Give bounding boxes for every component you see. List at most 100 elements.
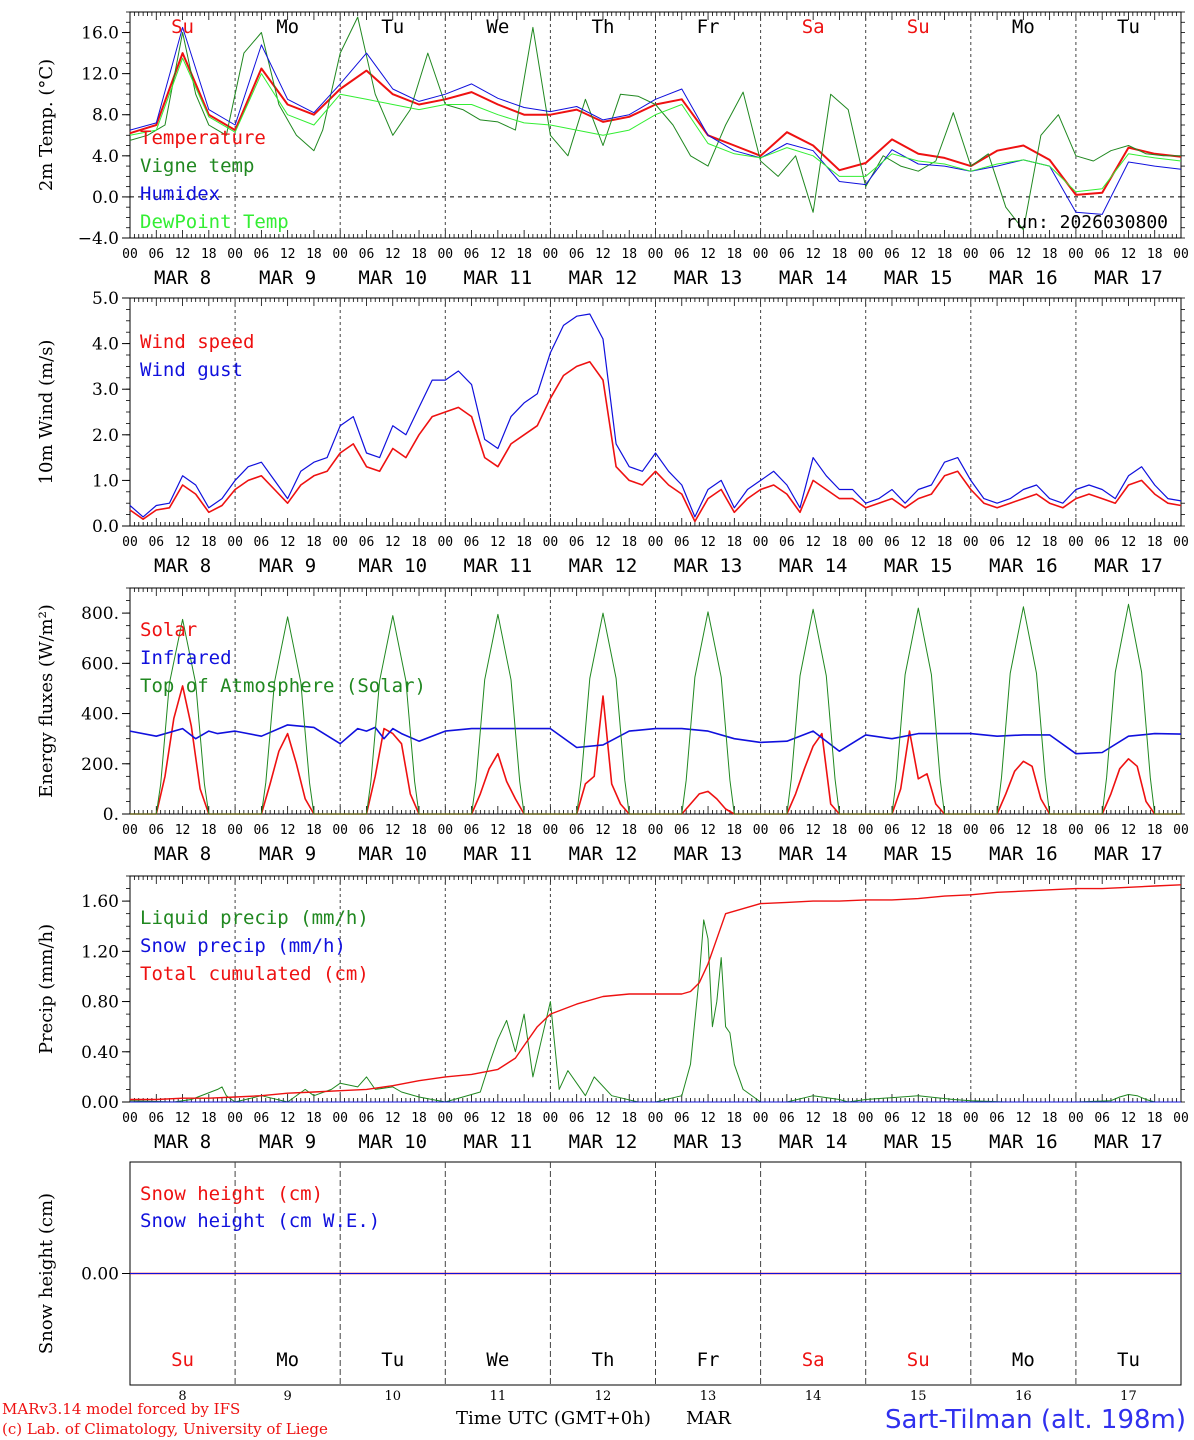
date-label: MAR 14 <box>779 555 848 577</box>
hour-tick-label: 00 <box>753 535 769 550</box>
day-number: 16 <box>1015 1389 1032 1404</box>
hour-tick-label: 00 <box>437 247 453 262</box>
hour-tick-label: 06 <box>1094 247 1110 262</box>
series-line-liquid-precip-mm-h- <box>129 919 1181 1103</box>
date-label: MAR 17 <box>1094 555 1163 577</box>
hour-tick-label: 06 <box>779 247 795 262</box>
hour-tick-label: 00 <box>227 535 243 550</box>
hour-tick-label: 12 <box>595 247 611 262</box>
hour-tick-label: 00 <box>858 247 874 262</box>
hour-tick-label: 12 <box>385 823 401 838</box>
weekday-label: Th <box>592 1349 615 1371</box>
legend-entry: Infrared <box>140 647 232 669</box>
day-number: 14 <box>805 1389 822 1404</box>
hour-tick-label: 18 <box>1147 1111 1163 1126</box>
hour-tick-label: 12 <box>490 535 506 550</box>
hour-tick-label: 00 <box>543 535 559 550</box>
hour-tick-label: 00 <box>543 823 559 838</box>
hour-tick-label: 12 <box>490 247 506 262</box>
hour-tick-label: 06 <box>464 823 480 838</box>
series-line-total-cumulated-cm- <box>130 884 1182 1101</box>
y-tick-label: 16.0 <box>81 24 119 44</box>
date-label: MAR 16 <box>989 267 1058 289</box>
hour-tick-label: 12 <box>280 535 296 550</box>
hour-tick-label: 06 <box>674 1111 690 1126</box>
date-label: MAR 8 <box>154 843 211 865</box>
hour-tick-label: 00 <box>1173 535 1189 550</box>
date-label: MAR 8 <box>154 555 211 577</box>
hour-tick-label: 18 <box>621 247 637 262</box>
date-label: MAR 12 <box>569 555 638 577</box>
day-number: 13 <box>700 1389 717 1404</box>
hour-tick-label: 00 <box>753 823 769 838</box>
month-label: MAR <box>686 1408 731 1429</box>
day-number: 15 <box>910 1389 927 1404</box>
hour-tick-label: 12 <box>595 823 611 838</box>
y-axis-label: Precip (mm/h) <box>36 924 57 1054</box>
legend-entry: Snow height (cm W.E.) <box>140 1210 380 1232</box>
date-label: MAR 14 <box>779 267 848 289</box>
hour-tick-label: 00 <box>648 535 664 550</box>
weekday-label: Mo <box>1012 16 1035 38</box>
station-label: Sart-Tilman (alt. 198m) <box>885 1405 1186 1435</box>
date-label: MAR 17 <box>1094 267 1163 289</box>
weekday-label: Su <box>171 16 194 38</box>
hour-tick-label: 12 <box>700 535 716 550</box>
date-label: MAR 17 <box>1094 1131 1163 1153</box>
y-tick-label: −4.0 <box>78 229 119 249</box>
y-tick-label: 5.0 <box>92 289 119 309</box>
hour-tick-label: 00 <box>1173 823 1189 838</box>
panel-snow: 0.00 Snow height (cm) Snow height (cm) Snow… <box>36 1161 1182 1404</box>
hour-tick-label: 00 <box>437 823 453 838</box>
legend-entry: Liquid precip (mm/h) <box>140 907 369 929</box>
hour-tick-label: 18 <box>201 247 217 262</box>
hour-tick-label: 12 <box>595 535 611 550</box>
hour-tick-label: 18 <box>201 1111 217 1126</box>
hour-tick-label: 06 <box>254 535 270 550</box>
hour-tick-label: 00 <box>122 823 138 838</box>
hour-tick-label: 12 <box>175 1111 191 1126</box>
hour-tick-label: 06 <box>148 247 164 262</box>
y-tick-label: 600. <box>81 654 119 674</box>
hour-tick-label: 12 <box>1016 1111 1032 1126</box>
hour-tick-label: 06 <box>359 535 375 550</box>
weekday-label: Sa <box>802 1349 825 1371</box>
hour-tick-label: 00 <box>437 535 453 550</box>
hour-tick-label: 18 <box>411 1111 427 1126</box>
hour-tick-label: 12 <box>910 823 926 838</box>
date-label: MAR 12 <box>569 1131 638 1153</box>
hour-tick-label: 18 <box>306 535 322 550</box>
hour-tick-label: 18 <box>1042 247 1058 262</box>
hour-tick-label: 12 <box>910 247 926 262</box>
hour-tick-label: 18 <box>411 823 427 838</box>
y-tick-label: 0.40 <box>81 1043 119 1063</box>
hour-tick-label: 06 <box>254 247 270 262</box>
hour-tick-label: 06 <box>674 823 690 838</box>
y-tick-label: 0.00 <box>81 1093 119 1113</box>
hour-tick-label: 00 <box>963 823 979 838</box>
hour-tick-label: 06 <box>148 535 164 550</box>
hour-tick-label: 12 <box>805 535 821 550</box>
hour-tick-label: 18 <box>937 535 953 550</box>
weekday-label: Su <box>171 1349 194 1371</box>
date-label: MAR 12 <box>569 267 638 289</box>
panel-wind: 5.0 4.0 3.0 2.0 1.0 0.0 10m Wind (m/s) Wind spe… <box>36 289 1189 577</box>
hour-tick-label: 18 <box>621 1111 637 1126</box>
hour-tick-label: 18 <box>937 823 953 838</box>
hour-tick-label: 00 <box>753 1111 769 1126</box>
weekday-label: Mo <box>1012 1349 1035 1371</box>
hour-tick-label: 06 <box>464 247 480 262</box>
y-tick-label: 1.60 <box>81 892 119 912</box>
hour-tick-label: 12 <box>910 1111 926 1126</box>
hour-tick-label: 06 <box>779 535 795 550</box>
hour-tick-label: 18 <box>201 823 217 838</box>
weekday-label: Mo <box>276 16 299 38</box>
series-line-top-of-atmosphere-solar- <box>130 603 1181 815</box>
hour-tick-label: 12 <box>175 247 191 262</box>
hour-tick-label: 06 <box>884 535 900 550</box>
hour-tick-label: 12 <box>280 247 296 262</box>
hour-tick-label: 06 <box>1094 823 1110 838</box>
panel-precip: 1.60 1.20 0.80 0.40 0.00 Precip (mm/h) Liquid … <box>36 875 1189 1153</box>
hour-tick-label: 06 <box>779 1111 795 1126</box>
day-number: 17 <box>1120 1389 1137 1404</box>
